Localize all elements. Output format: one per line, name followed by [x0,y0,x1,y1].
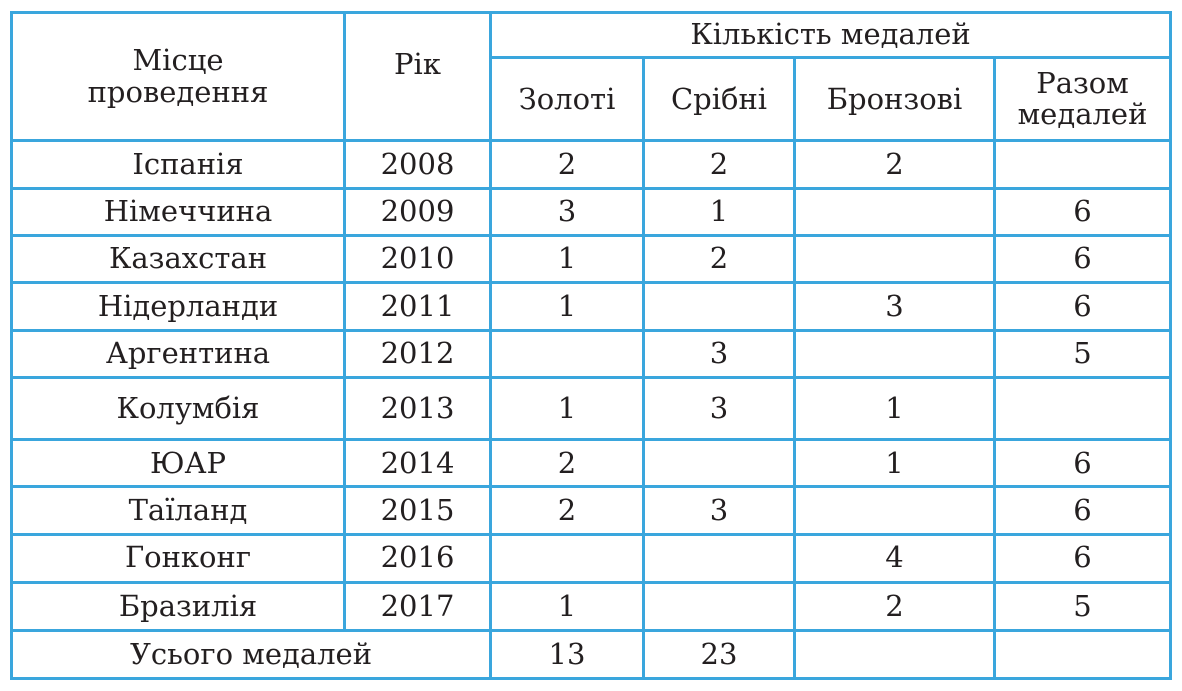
silver-cell: 3 [642,376,796,442]
table-row: Гонконг 2016 4 6 [10,532,1173,584]
total-cell: 6 [992,438,1173,489]
bronze-cell: 4 [793,532,996,584]
bronze-cell [793,186,996,237]
silver-cell: 2 [642,139,796,190]
table-row: Іспанія 2008 2 2 2 [10,139,1173,190]
total-header: Разом медалей [992,56,1173,143]
silver-cell: 3 [642,328,796,380]
year-cell: 2011 [343,280,492,332]
year-cell: 2012 [343,328,492,380]
place-cell: Колумбія [10,376,346,442]
footer-label: Усього медалей [10,628,492,681]
table-row: ЮАР 2014 2 1 6 [10,438,1173,489]
gold-cell: 2 [489,438,645,489]
bronze-cell [793,233,996,284]
silver-cell: 1 [642,186,796,237]
year-header: Рік [343,10,492,143]
place-cell: Іспанія [10,139,346,190]
gold-cell [489,532,645,584]
gold-cell: 1 [489,280,645,332]
table-row: Німеччина 2009 3 1 6 [10,186,1173,237]
gold-cell: 1 [489,580,645,632]
bronze-cell: 2 [793,139,996,190]
table-row: Казахстан 2010 1 2 6 [10,233,1173,284]
gold-cell: 2 [489,485,645,536]
bronze-cell [793,328,996,380]
total-cell: 6 [992,280,1173,332]
total-cell: 6 [992,485,1173,536]
header-row-top: Місце проведення Рік Кількість медалей [10,10,1173,143]
total-header-label: Разом медалей [1017,65,1148,132]
gold-cell [489,328,645,380]
bronze-cell: 3 [793,280,996,332]
silver-cell: 3 [642,485,796,536]
place-cell: Німеччина [10,186,346,237]
bronze-cell: 2 [793,580,996,632]
silver-cell: 2 [642,233,796,284]
gold-cell: 3 [489,186,645,237]
gold-header: Золоті [489,56,645,143]
year-cell: 2009 [343,186,492,237]
place-cell: Аргентина [10,328,346,380]
bronze-cell: 1 [793,376,996,442]
silver-header: Срібні [642,56,796,143]
footer-silver-cell: 23 [642,628,796,681]
medals-table: Місце проведення Рік Кількість медалей З… [10,10,1173,681]
table-row: Аргентина 2012 3 5 [10,328,1173,380]
total-cell: 6 [992,233,1173,284]
footer-total-cell [992,628,1173,681]
place-header-label: Місце проведення [87,43,269,109]
place-cell: Казахстан [10,233,346,284]
silver-cell [642,580,796,632]
bronze-cell: 1 [793,438,996,489]
table-row: Нідерланди 2011 1 3 6 [10,280,1173,332]
silver-cell [642,280,796,332]
footer-gold-cell: 13 [489,628,645,681]
gold-cell: 2 [489,139,645,190]
place-cell: Гонконг [10,532,346,584]
footer-row: Усього медалей 13 23 [10,628,1173,681]
bronze-header: Бронзові [793,56,996,143]
total-cell: 6 [992,186,1173,237]
place-cell: ЮАР [10,438,346,489]
footer-bronze-cell [793,628,996,681]
table-row: Бразилія 2017 1 2 5 [10,580,1173,632]
table-row: Колумбія 2013 1 3 1 [10,376,1173,442]
year-cell: 2008 [343,139,492,190]
year-cell: 2014 [343,438,492,489]
gold-cell: 1 [489,233,645,284]
year-header-label: Рік [394,47,441,82]
silver-cell [642,438,796,489]
year-cell: 2015 [343,485,492,536]
table-row: Таїланд 2015 2 3 6 [10,485,1173,536]
total-cell: 5 [992,328,1173,380]
medal-count-header: Кількість медалей [488,10,1173,60]
year-cell: 2013 [343,376,492,442]
year-cell: 2010 [343,233,492,284]
total-cell: 5 [992,580,1173,632]
place-header: Місце проведення [10,10,346,143]
year-cell: 2017 [343,580,492,632]
place-cell: Таїланд [10,485,346,536]
header-row-sub: Золоті Срібні Бронзові Разом медалей [12,56,1173,143]
bronze-cell [793,485,996,536]
total-cell: 6 [992,532,1173,584]
place-cell: Нідерланди [10,280,346,332]
place-cell: Бразилія [10,580,346,632]
year-cell: 2016 [343,532,492,584]
silver-cell [642,532,796,584]
total-cell [992,139,1173,190]
gold-cell: 1 [489,376,645,442]
total-cell [992,376,1173,442]
